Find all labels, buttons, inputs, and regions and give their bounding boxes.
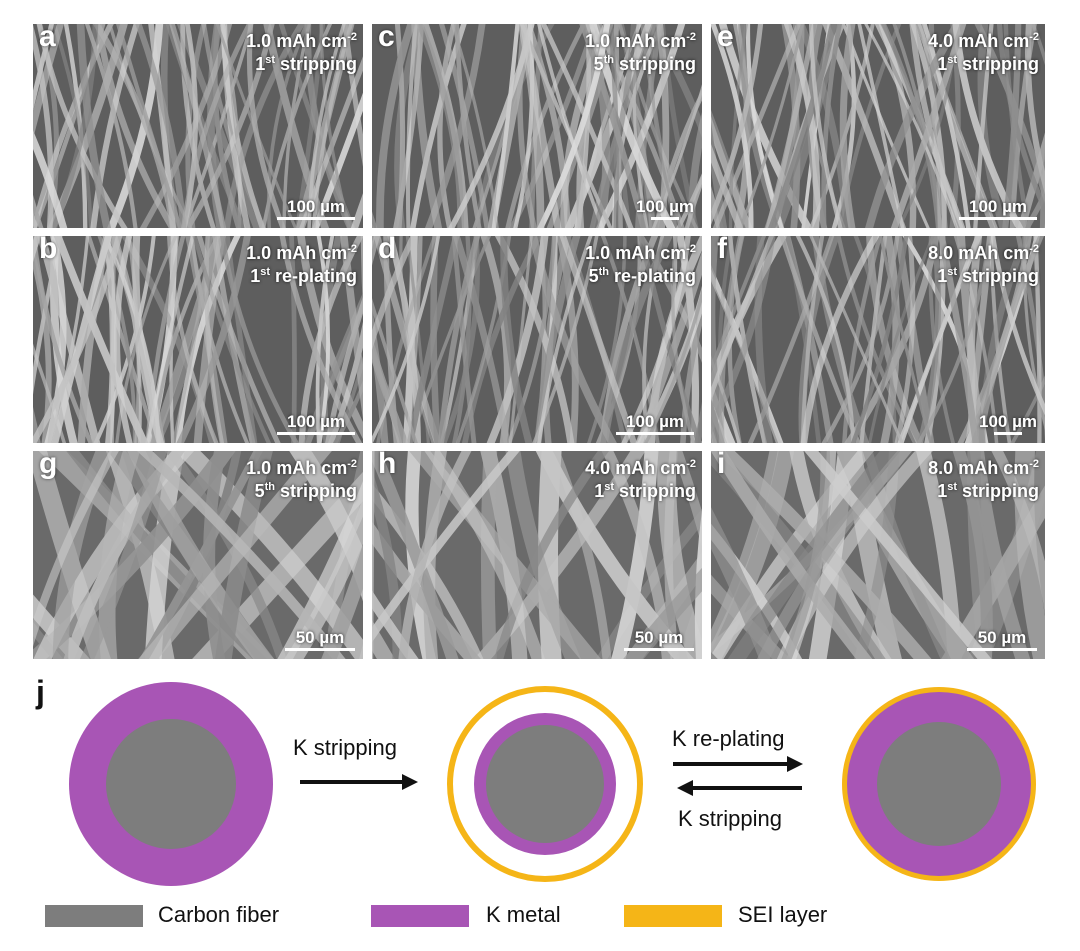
fiber-initial	[69, 682, 273, 886]
sem-panel-a: a 1.0 mAh cm-2 1st stripping 100 µm	[33, 24, 363, 228]
carbon-core-initial	[106, 719, 236, 849]
sem-fiber-texture	[711, 451, 1045, 659]
panel-condition-label: 8.0 mAh cm-2 1st stripping	[928, 243, 1039, 286]
sem-panel-b: b 1.0 mAh cm-2 1st re-plating 100 µm	[33, 236, 363, 443]
panel-letter-j: j	[36, 674, 45, 710]
scale-bar: 100 µm	[277, 412, 355, 435]
schematic-drawing	[69, 682, 1036, 886]
panel-condition-label: 8.0 mAh cm-2 1st stripping	[928, 458, 1039, 501]
fiber-replated	[842, 687, 1036, 881]
scale-bar: 50 µm	[967, 628, 1037, 651]
panel-letter: h	[378, 451, 397, 480]
legend-swatch-sei-layer	[624, 905, 722, 927]
schematic-panel-j: j K str	[0, 668, 1080, 951]
sem-fiber-texture	[372, 451, 702, 659]
sem-fiber-texture	[372, 236, 702, 443]
scale-bar: 100 µm	[636, 197, 694, 220]
panel-condition-label: 1.0 mAh cm-2 1st stripping	[246, 31, 357, 74]
legend-label-sei-layer: SEI layer	[738, 902, 828, 927]
sem-panel-h: h 4.0 mAh cm-2 1st stripping 50 µm	[372, 451, 702, 659]
panel-condition-label: 1.0 mAh cm-2 1st re-plating	[246, 243, 357, 286]
sem-fiber-texture	[33, 451, 363, 659]
panel-condition-label: 4.0 mAh cm-2 1st stripping	[585, 458, 696, 501]
sem-fiber-texture	[711, 236, 1045, 443]
fiber-stripped	[447, 686, 643, 882]
panel-letter: b	[39, 236, 58, 265]
sem-fiber-texture	[33, 24, 363, 228]
sem-panel-e: e 4.0 mAh cm-2 1st stripping 100 µm	[711, 24, 1045, 228]
stripping-arrow	[300, 774, 418, 790]
carbon-core-replated	[877, 722, 1001, 846]
panel-condition-label: 1.0 mAh cm-2 5th re-plating	[585, 243, 696, 286]
scale-bar: 100 µm	[616, 412, 694, 435]
panel-letter: f	[717, 236, 727, 265]
sem-fiber-texture	[33, 236, 363, 443]
restripping-arrow	[677, 780, 802, 796]
carbon-core-stripped	[486, 725, 604, 843]
legend-swatch-k-metal	[371, 905, 469, 927]
sem-panel-g: g 1.0 mAh cm-2 5th stripping 50 µm	[33, 451, 363, 659]
sei-shell-stripped	[447, 686, 643, 882]
sem-panel-f: f 8.0 mAh cm-2 1st stripping 100 µm	[711, 236, 1045, 443]
scale-bar: 50 µm	[285, 628, 355, 651]
arrow-label-k-replating: K re-plating	[672, 726, 785, 751]
sem-panel-i: i 8.0 mAh cm-2 1st stripping 50 µm	[711, 451, 1045, 659]
sem-panel-c: c 1.0 mAh cm-2 5th stripping 100 µm	[372, 24, 702, 228]
panel-letter: e	[717, 24, 734, 53]
replating-arrow	[673, 756, 803, 772]
scale-bar: 50 µm	[624, 628, 694, 651]
panel-condition-label: 4.0 mAh cm-2 1st stripping	[928, 31, 1039, 74]
panel-condition-label: 1.0 mAh cm-2 5th stripping	[246, 458, 357, 501]
scale-bar: 100 µm	[959, 197, 1037, 220]
panel-letter: g	[39, 451, 58, 480]
legend-label-carbon-fiber: Carbon fiber	[158, 902, 280, 927]
legend-swatch-carbon-fiber	[45, 905, 143, 927]
sem-fiber-texture	[372, 24, 702, 228]
arrow-label-k-stripping: K stripping	[293, 735, 397, 760]
arrow-label-k-stripping-reverse: K stripping	[678, 806, 782, 831]
scale-bar: 100 µm	[277, 197, 355, 220]
panel-letter: i	[717, 451, 726, 480]
panel-condition-label: 1.0 mAh cm-2 5th stripping	[585, 31, 696, 74]
panel-letter: a	[39, 24, 56, 53]
sem-fiber-texture	[711, 24, 1045, 228]
panel-letter: d	[378, 236, 397, 265]
legend-label-k-metal: K metal	[486, 902, 561, 927]
sem-panel-d: d 1.0 mAh cm-2 5th re-plating 100 µm	[372, 236, 702, 443]
scale-bar: 100 µm	[979, 412, 1037, 435]
panel-letter: c	[378, 24, 395, 53]
